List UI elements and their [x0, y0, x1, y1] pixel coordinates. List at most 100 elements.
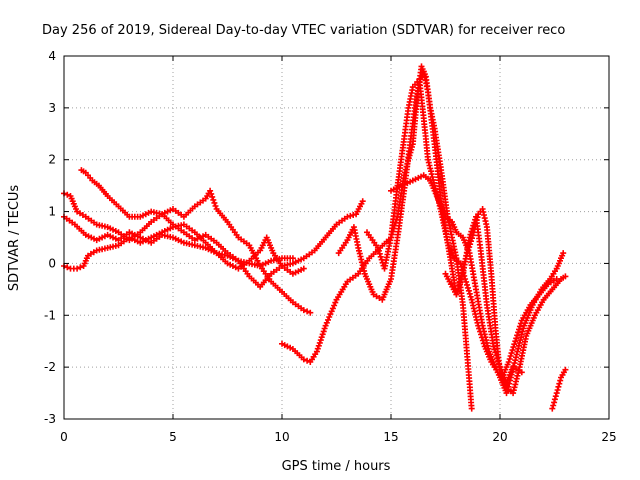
y-tick-label: -2 [44, 360, 56, 374]
data-point [191, 233, 206, 244]
data-point [479, 206, 490, 228]
data-point [553, 252, 566, 272]
data-point [71, 221, 87, 236]
data-point [148, 230, 163, 241]
data-point [300, 265, 307, 272]
data-point [180, 205, 196, 220]
data-point [516, 335, 529, 371]
data-point [409, 78, 421, 91]
series-track-j [549, 366, 569, 412]
data-point [442, 213, 453, 224]
data-point [74, 208, 86, 218]
data-point [416, 76, 427, 119]
data-point [333, 215, 348, 228]
data-point [148, 233, 163, 246]
data-point [475, 208, 484, 218]
data-point [444, 239, 457, 259]
data-point [268, 278, 283, 293]
series-track-d [61, 221, 307, 277]
data-point [289, 299, 305, 312]
data-point [350, 224, 361, 248]
data-point [388, 237, 401, 282]
y-tick-label: 0 [48, 256, 56, 270]
data-point [170, 234, 185, 245]
data-point [453, 229, 464, 239]
data-point [449, 218, 459, 233]
data-point [307, 309, 314, 316]
data-point [344, 212, 357, 220]
data-point [159, 207, 174, 218]
data-point [313, 325, 328, 355]
data-point [279, 340, 294, 351]
series-track-h [388, 172, 567, 397]
data-point [170, 206, 185, 218]
data-point [453, 273, 465, 298]
data-point [505, 341, 518, 365]
x-tick-label: 20 [492, 430, 507, 444]
data-point [82, 231, 97, 242]
data-point [95, 182, 109, 197]
data-point [473, 286, 485, 326]
data-point [558, 274, 567, 282]
data-point [490, 343, 503, 368]
data-point [420, 172, 432, 182]
data-point [370, 291, 383, 301]
data-point [246, 273, 261, 288]
data-point [224, 260, 239, 271]
data-point [89, 177, 100, 187]
data-point [213, 239, 229, 254]
data-point [202, 231, 217, 244]
data-point [521, 304, 535, 329]
x-tick-label: 0 [60, 430, 68, 444]
data-point [246, 242, 262, 267]
data-point [279, 263, 294, 275]
data-point [159, 225, 174, 236]
data-point [538, 278, 552, 293]
data-point [394, 190, 407, 241]
data-point [438, 167, 451, 217]
data-point [80, 255, 90, 269]
data-point [523, 314, 537, 339]
x-tick-label: 5 [169, 430, 177, 444]
data-point [289, 346, 305, 361]
data-point [246, 249, 261, 264]
data-point [191, 229, 207, 244]
y-tick-label: -3 [44, 412, 56, 426]
data-point [379, 278, 393, 303]
data-point [510, 364, 522, 374]
data-point [409, 173, 424, 184]
data-point [137, 209, 152, 220]
data-point [307, 351, 319, 365]
data-point [531, 299, 546, 319]
data-point [401, 108, 411, 142]
data-point [213, 250, 229, 265]
data-point [483, 224, 494, 274]
data-point [311, 236, 327, 254]
data-point [549, 393, 559, 412]
data-point [549, 278, 563, 293]
data-point [213, 206, 229, 223]
data-point [263, 234, 276, 254]
y-axis-label: SDTVAR / TECUs [7, 185, 22, 292]
data-point [488, 270, 499, 331]
data-point [381, 237, 394, 272]
data-point [137, 221, 152, 236]
x-axis-label: GPS time / hours [282, 459, 391, 474]
series-track-b [78, 167, 314, 316]
data-point [207, 187, 219, 209]
data-point [322, 299, 339, 329]
data-point [180, 221, 196, 234]
x-tick-label: 15 [383, 430, 398, 444]
data-point [126, 229, 141, 240]
data-point [104, 224, 119, 234]
data-point [104, 231, 119, 242]
data-point [300, 307, 311, 315]
data-point [300, 249, 315, 262]
data-point [436, 198, 448, 218]
x-tick-label: 10 [274, 430, 289, 444]
y-tick-label: 3 [48, 101, 56, 115]
data-point [425, 89, 438, 145]
data-point [388, 185, 401, 241]
data-point [289, 256, 305, 267]
